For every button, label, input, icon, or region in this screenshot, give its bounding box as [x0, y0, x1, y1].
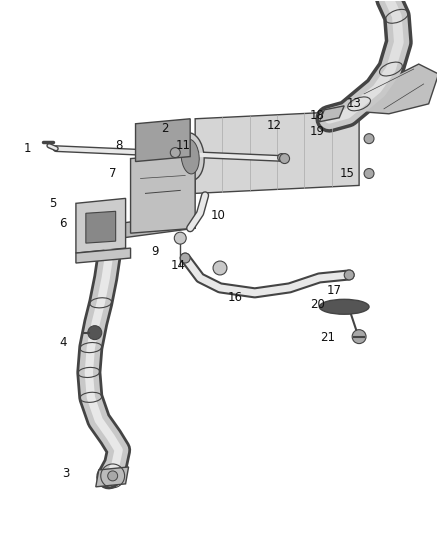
Polygon shape — [349, 64, 438, 114]
Polygon shape — [195, 111, 359, 193]
Polygon shape — [319, 106, 344, 122]
Circle shape — [174, 232, 186, 244]
Circle shape — [364, 168, 374, 179]
Circle shape — [213, 261, 227, 275]
Polygon shape — [135, 119, 190, 161]
Text: 13: 13 — [347, 98, 362, 110]
Text: 3: 3 — [62, 467, 70, 480]
Text: 18: 18 — [310, 109, 325, 122]
Text: 9: 9 — [152, 245, 159, 257]
Text: 7: 7 — [109, 167, 117, 180]
Ellipse shape — [319, 300, 369, 314]
Circle shape — [364, 134, 374, 144]
Text: 19: 19 — [310, 125, 325, 138]
Circle shape — [344, 270, 354, 280]
Text: 8: 8 — [115, 139, 122, 152]
Text: 14: 14 — [171, 259, 186, 271]
Text: 16: 16 — [227, 292, 242, 304]
Text: 6: 6 — [59, 217, 67, 230]
Circle shape — [352, 330, 366, 344]
Polygon shape — [76, 198, 126, 253]
Text: 1: 1 — [24, 142, 31, 155]
Text: 10: 10 — [211, 209, 226, 222]
Polygon shape — [120, 213, 195, 238]
Polygon shape — [76, 248, 131, 263]
Circle shape — [170, 148, 180, 158]
Circle shape — [108, 471, 118, 481]
Text: 5: 5 — [49, 197, 57, 210]
Polygon shape — [86, 211, 116, 243]
Circle shape — [180, 253, 190, 263]
Text: 12: 12 — [267, 119, 282, 132]
Circle shape — [278, 154, 286, 161]
Ellipse shape — [181, 139, 199, 174]
Text: 11: 11 — [176, 139, 191, 152]
Text: 20: 20 — [310, 298, 325, 311]
Circle shape — [279, 154, 290, 164]
Text: 2: 2 — [162, 122, 169, 135]
Polygon shape — [131, 154, 195, 233]
Ellipse shape — [176, 133, 204, 180]
Text: 17: 17 — [327, 285, 342, 297]
Polygon shape — [96, 467, 129, 487]
Text: 21: 21 — [320, 331, 335, 344]
Text: 4: 4 — [59, 336, 67, 349]
Circle shape — [88, 326, 102, 340]
Text: 15: 15 — [340, 167, 355, 180]
